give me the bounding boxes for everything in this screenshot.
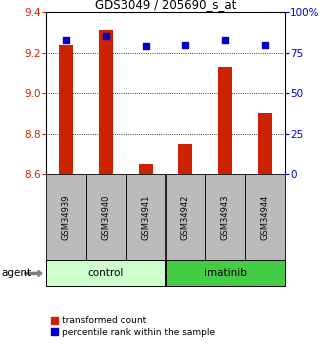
Text: GSM34943: GSM34943 (220, 195, 230, 240)
Text: GSM34944: GSM34944 (260, 195, 269, 240)
Bar (139, 164, 153, 174)
Bar (218, 67, 232, 174)
Text: GSM34940: GSM34940 (101, 195, 111, 240)
Text: imatinib: imatinib (204, 268, 247, 278)
Text: agent: agent (2, 268, 32, 278)
Bar (46, 174, 86, 260)
Text: GSM34942: GSM34942 (181, 195, 190, 240)
Point (103, 33, 109, 39)
Point (183, 42, 188, 47)
Text: GSM34941: GSM34941 (141, 195, 150, 240)
Title: GDS3049 / 205690_s_at: GDS3049 / 205690_s_at (95, 0, 236, 11)
Bar (245, 174, 285, 260)
Point (262, 42, 267, 47)
Text: GSM34939: GSM34939 (62, 195, 71, 240)
Bar (178, 144, 192, 174)
Bar (59, 45, 73, 174)
Point (222, 37, 228, 42)
Point (143, 43, 148, 49)
Bar (166, 174, 205, 260)
Bar (166, 260, 285, 286)
Bar (99, 30, 113, 174)
Bar (46, 260, 166, 286)
Bar (86, 174, 126, 260)
Text: control: control (88, 268, 124, 278)
Bar (258, 114, 272, 174)
Legend: transformed count, percentile rank within the sample: transformed count, percentile rank withi… (51, 316, 215, 337)
Bar (126, 174, 166, 260)
Point (64, 37, 69, 42)
Bar (205, 174, 245, 260)
